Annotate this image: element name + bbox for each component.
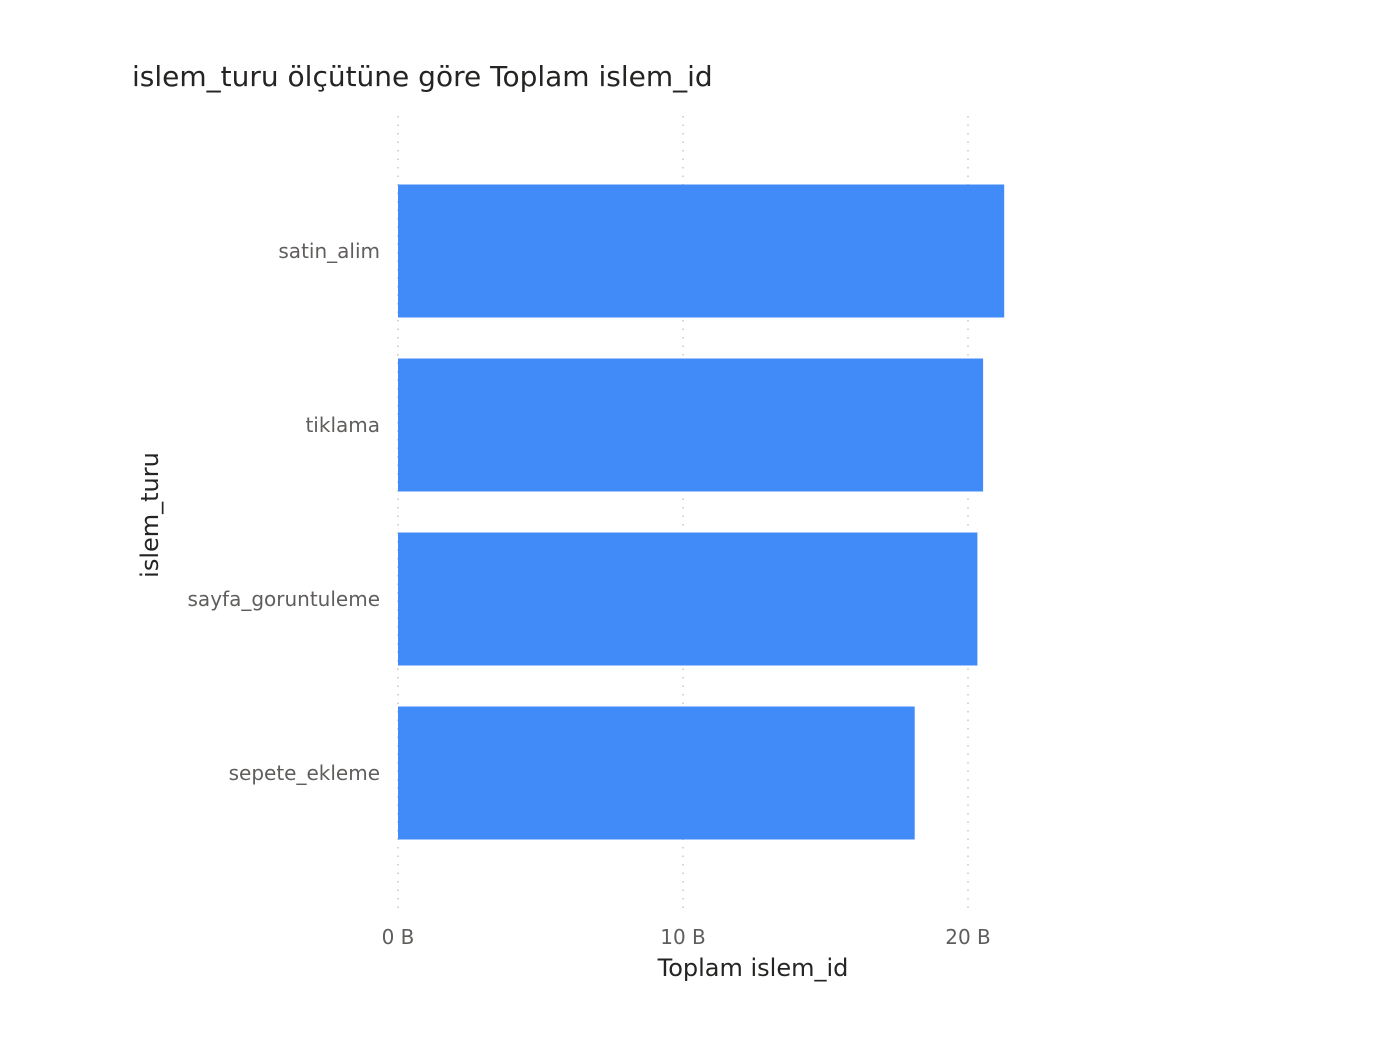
x-tick-label-0: 0 B (382, 925, 415, 949)
bar-sepete_ekleme[interactable] (398, 706, 915, 840)
bar-tiklama[interactable] (398, 358, 984, 492)
category-label-sepete_ekleme: sepete_ekleme (229, 761, 380, 785)
category-label-tiklama: tiklama (305, 413, 380, 437)
x-tick-label-1: 10 B (660, 925, 706, 949)
x-tick-label-2: 20 B (945, 925, 991, 949)
y-axis-title: islem_turu (136, 452, 164, 578)
bars (398, 184, 1005, 840)
bar-satin_alim[interactable] (398, 184, 1005, 318)
category-label-satin_alim: satin_alim (278, 239, 380, 263)
chart-title: islem_turu ölçütüne göre Toplam islem_id (132, 60, 713, 93)
x-axis-title: Toplam islem_id (657, 954, 849, 982)
bar-sayfa_goruntuleme[interactable] (398, 532, 978, 666)
x-tick-labels: 0 B 10 B 20 B (382, 925, 991, 949)
category-label-sayfa_goruntuleme: sayfa_goruntuleme (188, 587, 380, 611)
